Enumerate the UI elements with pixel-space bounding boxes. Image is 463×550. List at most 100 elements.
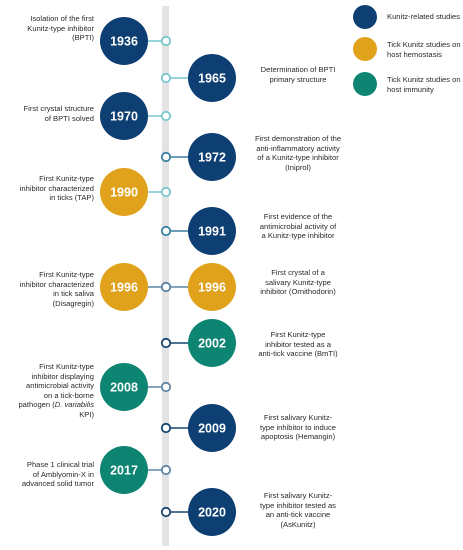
year-label: 1996: [198, 281, 226, 295]
event-description: Isolation of the first Kunitz-type inhibi…: [2, 14, 94, 43]
year-circle: [188, 54, 236, 102]
legend-label: Tick Kunitz studies on host hemostasis: [387, 40, 461, 59]
year-circle: [100, 17, 148, 65]
description-line: (Disagregin): [52, 298, 94, 308]
legend-swatch: [353, 5, 377, 29]
year-circle: [100, 363, 148, 411]
description-line: of BPTI solved: [44, 113, 94, 123]
timeline-node: [160, 110, 172, 122]
timeline-node: [160, 464, 172, 476]
description-line: in ticks (TAP): [49, 193, 94, 203]
year-label: 1965: [198, 72, 226, 86]
description-line: pathogen (D. variabilis: [18, 400, 94, 410]
year-circle: [188, 207, 236, 255]
event-description: First Kunitz-type inhibitor displaying ant…: [2, 362, 94, 420]
year-label: 1972: [198, 151, 226, 165]
description-line: on a tick-borne: [43, 390, 94, 400]
description-line: type inhibitor tested as: [260, 500, 336, 510]
timeline-node: [160, 35, 172, 47]
year-label: 2008: [110, 381, 138, 395]
event-description: First salivary Kunitz-type inhibitor tes…: [242, 491, 354, 529]
timeline-node: [160, 381, 172, 393]
year-label: 1991: [198, 225, 226, 239]
description-line: inhibitor (Ornithodorin): [260, 287, 336, 297]
description-line: in tick saliva: [53, 289, 94, 299]
event-description: First salivary Kunitz-type inhibitor to …: [242, 413, 354, 442]
description-line: primary structure: [269, 74, 327, 84]
description-line: First Kunitz-type: [270, 330, 326, 339]
timeline-node: [160, 337, 172, 349]
description-line: First salivary Kunitz-: [263, 491, 333, 500]
description-line: antimicrobial activity: [26, 381, 94, 391]
event-description: Determination of BPTI primary structure: [242, 65, 354, 84]
description-line: anti-inflammatory activity: [256, 143, 340, 153]
timeline-node: [160, 422, 172, 434]
year-label: 1990: [110, 186, 138, 200]
year-label: 1970: [110, 110, 138, 124]
timeline-node: [160, 225, 172, 237]
year-circle: [188, 404, 236, 452]
description-line: First demonstration of the: [254, 134, 342, 143]
legend-item: Kunitz-related studies: [353, 5, 461, 33]
year-label: 2020: [198, 506, 226, 520]
description-line: First salivary Kunitz-: [263, 413, 333, 422]
description-line: First Kunitz-type: [39, 270, 94, 279]
description-line: apoptosis (Hemangin): [260, 432, 336, 442]
timeline-node: [160, 186, 172, 198]
description-line: Determination of BPTI: [260, 65, 336, 74]
year-circle: [100, 168, 148, 216]
description-line: First crystal of a: [271, 268, 325, 277]
description-line: First crystal structure: [23, 104, 94, 113]
event-description: First Kunitz-type inhibitor characterized…: [2, 174, 94, 203]
description-line: anti-tick vaccine (BmTI): [258, 349, 338, 359]
description-line: type inhibitor to induce: [260, 422, 336, 432]
year-label: 2017: [110, 464, 138, 478]
year-circle: [100, 446, 148, 494]
timeline-node: [160, 281, 172, 293]
event-description: Phase 1 clinical trial of Amblyomin-X in a…: [2, 460, 94, 489]
legend-swatch: [353, 72, 377, 96]
legend-label: Kunitz-related studies: [387, 12, 461, 21]
description-line: advanced solid tumor: [21, 479, 94, 489]
year-circle: [100, 263, 148, 311]
year-circle: [188, 488, 236, 536]
description-line: First Kunitz-type: [39, 362, 94, 371]
description-line: First Kunitz-type: [39, 174, 94, 183]
year-label: 1936: [110, 35, 138, 49]
event-description: First demonstration of the anti-inflammat…: [242, 134, 354, 172]
description-line: inhibitor characterized: [19, 183, 94, 193]
description-line: KPI): [79, 409, 94, 419]
description-line: of Amblyomin-X in: [32, 469, 94, 479]
year-label: 2002: [198, 337, 226, 351]
year-circle: [188, 263, 236, 311]
legend-item: Tick Kunitz studies on host immunity: [353, 72, 461, 100]
description-line: (Iniprol): [285, 162, 311, 172]
legend-swatch: [353, 37, 377, 61]
legend-label: Tick Kunitz studies on host immunity: [387, 75, 461, 94]
event-description: First crystal structure of BPTI solved: [2, 104, 94, 123]
year-circle: [100, 92, 148, 140]
year-circle: [188, 133, 236, 181]
description-line: of a Kunitz-type inhibitor: [257, 153, 339, 163]
timeline-axis: [162, 6, 169, 546]
description-line: inhibitor tested as a: [265, 339, 331, 349]
event-description: First Kunitz-type inhibitor characterized…: [2, 270, 94, 308]
description-line: Phase 1 clinical trial: [26, 460, 94, 469]
description-line: (BPTI): [72, 33, 94, 43]
timeline-node: [160, 506, 172, 518]
year-circle: [188, 319, 236, 367]
event-description: First evidence of the antimicrobial activ…: [242, 212, 354, 241]
description-line: Kunitz-type inhibitor: [27, 23, 94, 33]
description-line: inhibitor characterized: [19, 279, 94, 289]
timeline-node: [160, 151, 172, 163]
description-line: salivary Kunitz-type: [265, 277, 331, 287]
timeline-node: [160, 72, 172, 84]
description-line: antimicrobial activity of: [259, 221, 337, 231]
description-line: Isolation of the first: [30, 14, 94, 23]
description-line: First evidence of the: [263, 212, 333, 221]
description-line: inhibitor displaying: [31, 371, 94, 381]
event-description: First crystal of a salivary Kunitz-type in…: [242, 268, 354, 297]
events-layer: 1936 1965 1970 1972 1990 1991 1996 1996 2002 2008…: [100, 17, 236, 536]
year-label: 1996: [110, 281, 138, 295]
